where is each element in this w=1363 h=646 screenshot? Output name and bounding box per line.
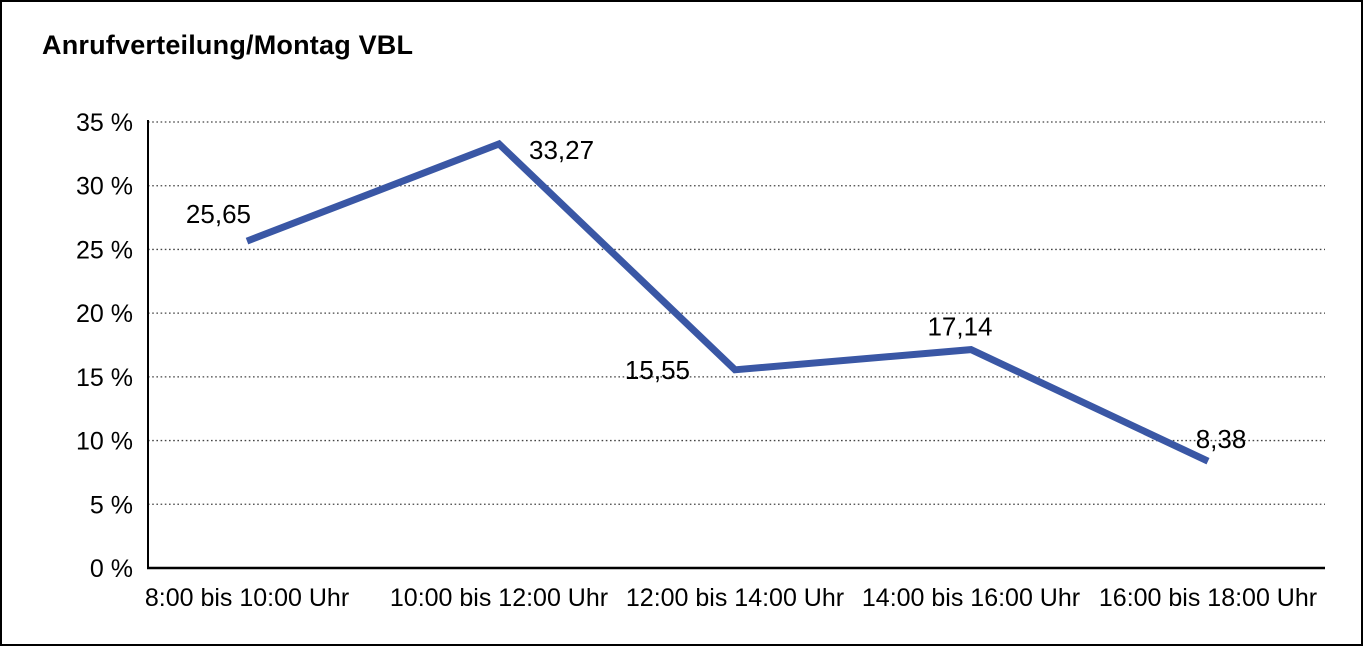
y-tick-label: 20 % <box>76 300 133 328</box>
data-point-label: 8,38 <box>1196 424 1247 454</box>
x-tick-label: 12:00 bis 14:00 Uhr <box>626 584 844 612</box>
y-tick-label: 5 % <box>90 491 133 519</box>
data-point-label: 15,55 <box>625 355 690 385</box>
y-tick-label: 35 % <box>76 109 133 137</box>
chart-title: Anrufverteilung/Montag VBL <box>42 30 414 60</box>
x-tick-label: 8:00 bis 10:00 Uhr <box>145 584 349 612</box>
y-tick-label: 10 % <box>76 428 133 456</box>
y-tick-label: 30 % <box>76 173 133 201</box>
data-point-label: 25,65 <box>186 199 251 229</box>
y-tick-label: 25 % <box>76 236 133 264</box>
x-tick-label: 14:00 bis 16:00 Uhr <box>862 584 1080 612</box>
data-line <box>245 139 1210 465</box>
data-point-label: 17,14 <box>927 312 992 342</box>
y-tick-label: 0 % <box>90 555 133 583</box>
y-tick-label: 15 % <box>76 364 133 392</box>
x-tick-label: 10:00 bis 12:00 Uhr <box>390 584 608 612</box>
x-tick-label: 16:00 bis 18:00 Uhr <box>1099 584 1317 612</box>
data-point-label: 33,27 <box>529 135 594 165</box>
